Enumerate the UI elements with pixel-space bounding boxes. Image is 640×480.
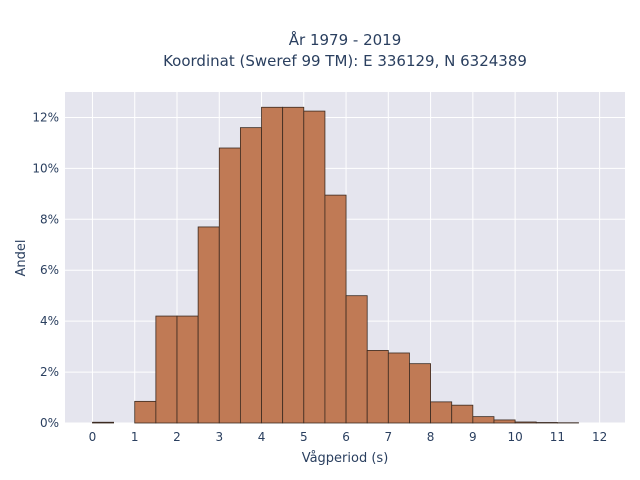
histogram-bar xyxy=(430,401,453,424)
x-tick-label: 5 xyxy=(300,430,308,444)
histogram-bar xyxy=(409,363,431,424)
histogram-bar xyxy=(134,400,157,424)
x-tick-label: 4 xyxy=(258,430,266,444)
y-tick-label: 0% xyxy=(40,416,59,430)
x-tick-label: 8 xyxy=(427,430,435,444)
histogram-bar xyxy=(514,421,537,424)
histogram-bar xyxy=(303,110,326,424)
histogram-bars xyxy=(92,106,579,424)
x-tick-label: 7 xyxy=(385,430,393,444)
histogram-bar xyxy=(472,416,495,424)
x-tick-label: 1 xyxy=(131,430,139,444)
histogram-bar xyxy=(176,315,199,424)
x-tick-label: 9 xyxy=(469,430,477,444)
y-axis-ticks: 0% 2% 4% 6% 8% 10% 12% xyxy=(32,110,59,430)
chart-title: År 1979 - 2019 Koordinat (Sweref 99 TM):… xyxy=(163,30,527,70)
histogram-bar xyxy=(345,295,368,424)
x-tick-label: 6 xyxy=(342,430,350,444)
histogram-bar xyxy=(261,106,284,424)
x-axis-title: Vågperiod (s) xyxy=(302,451,389,466)
histogram-bar xyxy=(451,404,474,424)
y-tick-label: 10% xyxy=(32,161,59,175)
x-tick-label: 0 xyxy=(89,430,97,444)
y-tick-label: 4% xyxy=(40,314,59,328)
x-tick-label: 11 xyxy=(550,430,565,444)
histogram-bar xyxy=(324,194,347,424)
histogram-bar xyxy=(239,127,262,424)
x-axis-ticks: 0 1 2 3 4 5 6 7 8 9 10 11 12 xyxy=(89,430,608,444)
y-tick-label: 8% xyxy=(40,212,59,226)
histogram-bar xyxy=(366,350,389,424)
histogram-bar xyxy=(92,421,115,424)
y-tick-label: 6% xyxy=(40,263,59,277)
histogram-bar xyxy=(535,422,558,424)
x-tick-label: 12 xyxy=(592,430,607,444)
histogram-bar xyxy=(155,315,178,424)
histogram-bar xyxy=(218,147,241,424)
x-tick-label: 3 xyxy=(215,430,223,444)
chart-title-line-1: År 1979 - 2019 xyxy=(289,30,402,49)
chart-title-line-2: Koordinat (Sweref 99 TM): E 336129, N 63… xyxy=(163,52,527,70)
histogram-bar xyxy=(493,419,516,424)
y-tick-label: 12% xyxy=(32,110,59,124)
histogram-bar xyxy=(197,226,220,424)
y-tick-label: 2% xyxy=(40,365,59,379)
x-tick-label: 10 xyxy=(507,430,522,444)
histogram-bar xyxy=(282,106,305,424)
x-tick-label: 2 xyxy=(173,430,181,444)
y-axis-title: Andel xyxy=(14,240,29,277)
histogram-bar xyxy=(387,352,410,424)
